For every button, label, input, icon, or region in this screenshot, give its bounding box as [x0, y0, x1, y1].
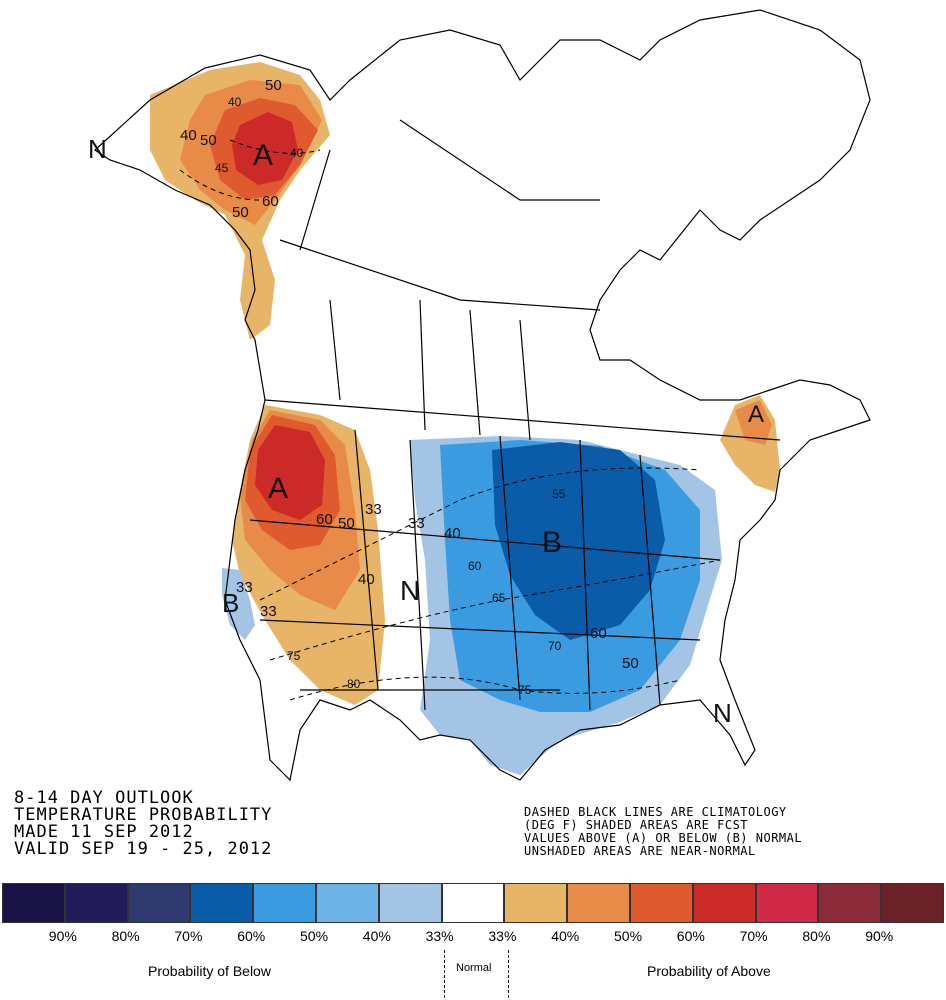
contour-label: 40 [228, 95, 242, 109]
contour-label: 40 [290, 146, 304, 160]
shaded-probability-areas [150, 62, 780, 775]
legend-color-cell [64, 883, 128, 923]
contour-label: 75 [518, 683, 532, 697]
central-normal-label: N [400, 575, 420, 606]
contour-label: 50 [622, 655, 639, 672]
outlook-title-block: 8-14 DAY OUTLOOK TEMPERATURE PROBABILITY… [14, 790, 272, 858]
legend-color-cell [818, 883, 882, 923]
alaska-normal-label: N [88, 134, 107, 164]
outlook-made-date: MADE 11 SEP 2012 [14, 822, 194, 842]
contour-label: 50 [200, 132, 217, 149]
legend-percent-label: 33% [425, 928, 454, 944]
legend-percent-label: 50% [614, 928, 643, 944]
legend-color-cell [378, 883, 442, 923]
legend-percent-label: 80% [111, 928, 140, 944]
legend-percent-label: 40% [551, 928, 580, 944]
contour-label: 75 [287, 649, 301, 663]
legend-color-cell [504, 883, 568, 923]
legend-percent-label: 90% [48, 928, 77, 944]
west-above-label: A [268, 472, 288, 505]
alaska-above-core [232, 112, 298, 185]
legend-color-cell [881, 883, 944, 923]
legend-color-cell [441, 883, 505, 923]
legend-percent-label: 90% [865, 928, 894, 944]
contour-label: 40 [444, 525, 461, 542]
northeast-above-mid [735, 400, 772, 445]
legend-percent-label: 60% [676, 928, 705, 944]
state-province-borders [94, 9, 871, 782]
contour-label: 45 [215, 161, 229, 175]
note-line: (DEG F) SHADED AREAS ARE FCST [524, 818, 749, 832]
contour-label: 33 [260, 603, 277, 620]
legend-color-cell [315, 883, 379, 923]
normal-divider-left [444, 950, 445, 998]
outlook-title: 8-14 DAY OUTLOOK [14, 788, 194, 808]
contour-label: 60 [468, 559, 482, 573]
normal-caption: Normal [456, 962, 492, 974]
contour-label: 50 [265, 77, 282, 94]
west-above-core [255, 425, 325, 520]
legend-percent-label: 60% [237, 928, 266, 944]
california-below [222, 568, 255, 640]
contour-label: 33 [408, 515, 425, 532]
california-below-label: B [222, 588, 239, 618]
contour-label: 60 [262, 193, 279, 210]
normal-divider-right [508, 950, 509, 998]
legend-color-cell [190, 883, 254, 923]
probability-legend-labels: 90% 80% 70% 60% 50% 40% 33% 33% 40% 50% 60% 70% 80% 9… [0, 928, 946, 948]
above-caption: Probability of Above [647, 963, 771, 979]
legend-color-cell [253, 883, 316, 923]
north-america-map: A A A B B N N N 50 40 40 50 45 40 50 60 … [88, 9, 871, 782]
note-line: DASHED BLACK LINES ARE CLIMATOLOGY [524, 805, 787, 819]
contour-label: 33 [236, 579, 253, 596]
legend-color-cell [755, 883, 819, 923]
legend-color-cell [567, 883, 630, 923]
legend-percent-label: 40% [362, 928, 391, 944]
legend-percent-label: 33% [488, 928, 517, 944]
below-caption: Probability of Below [148, 963, 271, 979]
legend-color-cell [127, 883, 191, 923]
legend-percent-label: 80% [802, 928, 831, 944]
northeast-above-label: A [748, 401, 764, 428]
note-line: VALUES ABOVE (A) OR BELOW (B) NORMAL [524, 831, 803, 845]
contour-label: 50 [232, 204, 249, 221]
contour-label: 70 [548, 639, 562, 653]
legend-percent-label: 70% [174, 928, 203, 944]
legend-color-cell [2, 883, 65, 923]
contour-label: 55 [552, 487, 566, 501]
outlook-subtitle: TEMPERATURE PROBABILITY [14, 805, 273, 825]
outlook-valid-range: VALID SEP 19 - 25, 2012 [14, 839, 273, 859]
legend-color-cell [692, 883, 756, 923]
contour-label: 50 [338, 515, 355, 532]
legend-percent-label: 70% [739, 928, 768, 944]
legend-percent-label: 50% [300, 928, 329, 944]
central-below-label: B [542, 526, 562, 559]
probability-legend-bar [2, 883, 944, 923]
contour-label: 65 [492, 591, 506, 605]
contour-label: 60 [316, 511, 333, 528]
contour-label: 40 [358, 571, 375, 588]
contour-label: 80 [347, 677, 361, 691]
central-below-dark [492, 442, 665, 640]
alaska-above-label: A [253, 139, 273, 172]
contour-label: 60 [590, 625, 607, 642]
contour-label: 33 [365, 501, 382, 518]
outlook-notes: DASHED BLACK LINES ARE CLIMATOLOGY (DEG … [524, 806, 802, 858]
note-line: UNSHADED AREAS ARE NEAR-NORMAL [524, 844, 756, 858]
legend-color-cell [629, 883, 693, 923]
contour-label: 40 [180, 127, 197, 144]
contour-value-labels: 50 40 40 50 45 40 50 60 60 50 33 33 40 3… [180, 77, 639, 697]
florida-normal-label: N [713, 698, 732, 728]
climatology-contours [179, 139, 721, 701]
